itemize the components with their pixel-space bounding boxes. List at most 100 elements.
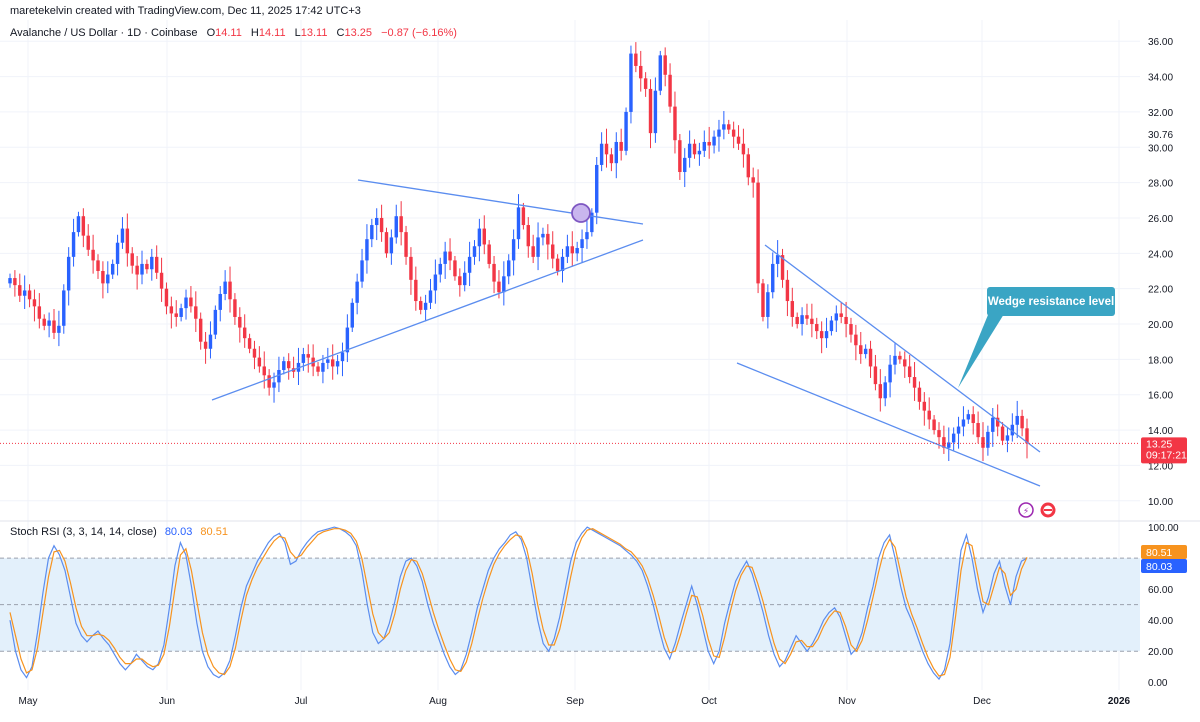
stoch-d-value: 80.51 xyxy=(200,526,228,538)
candle-body xyxy=(580,239,584,249)
candle-body xyxy=(907,366,912,378)
candle-body xyxy=(379,217,384,233)
candle-body xyxy=(360,260,364,282)
candle-body xyxy=(741,143,746,155)
low-label: L xyxy=(295,27,301,39)
y-tick-label: 32.00 xyxy=(1148,108,1173,119)
candle-body xyxy=(653,90,658,134)
candle-body xyxy=(883,382,887,399)
candle-body xyxy=(262,366,266,376)
x-tick-label: Oct xyxy=(701,696,717,707)
candle-body xyxy=(731,129,736,137)
candle-body xyxy=(604,143,609,155)
candle-body xyxy=(727,124,731,130)
candle-body xyxy=(8,278,12,284)
candle-body xyxy=(242,327,247,339)
candle-body xyxy=(130,253,134,266)
candle-body xyxy=(917,387,922,402)
candle-body xyxy=(76,216,81,233)
trendline xyxy=(357,179,644,225)
candle-body xyxy=(282,361,286,370)
candle-body xyxy=(22,290,27,296)
high-label: H xyxy=(251,27,259,39)
candle-body xyxy=(619,141,623,151)
candle-body xyxy=(658,55,663,91)
candle-body xyxy=(394,216,398,238)
candle-body xyxy=(707,141,711,146)
candle-body xyxy=(497,281,501,293)
candle-body xyxy=(565,246,570,257)
lightning-icon xyxy=(1018,502,1034,518)
candle-body xyxy=(639,65,643,79)
stoch-lines xyxy=(9,526,1028,681)
candle-body xyxy=(179,308,183,317)
y-tick-label: 18.00 xyxy=(1148,355,1173,366)
candle-body xyxy=(125,228,130,254)
candle-body xyxy=(981,437,985,448)
candle-body xyxy=(340,352,345,362)
y-tick-label: 26.00 xyxy=(1148,214,1173,225)
candle-body xyxy=(433,274,438,291)
x-tick-label: Dec xyxy=(973,696,991,707)
trendline xyxy=(736,362,1041,487)
candle-body xyxy=(140,263,144,275)
candle-body xyxy=(536,237,540,257)
candle-body xyxy=(507,260,511,277)
candle-body xyxy=(810,318,814,325)
y-tick-label: 22.00 xyxy=(1148,285,1173,296)
candle-body xyxy=(326,359,330,363)
candle-body xyxy=(81,216,86,236)
candle-body xyxy=(443,251,447,264)
candle-body xyxy=(272,382,276,388)
candle-body xyxy=(722,124,726,130)
candle-body xyxy=(409,256,413,280)
candle-body xyxy=(912,377,917,388)
candle-body xyxy=(751,177,755,183)
candle-body xyxy=(467,256,472,273)
candle-body xyxy=(746,154,751,178)
candle-body xyxy=(795,316,799,325)
y-tick-label: 24.00 xyxy=(1148,249,1173,260)
stoch-y-tick-label: 40.00 xyxy=(1148,616,1173,627)
candle-body xyxy=(560,256,565,271)
stoch-badge-d: 80.51 xyxy=(1141,545,1187,559)
stoch-y-tick-label: 60.00 xyxy=(1148,585,1173,596)
candle-body xyxy=(384,232,389,254)
candle-body xyxy=(932,419,936,431)
stoch-k-value: 80.03 xyxy=(165,526,193,538)
candle-body xyxy=(702,141,707,151)
candle-body xyxy=(330,359,335,367)
candle-body xyxy=(458,276,462,286)
candle-body xyxy=(790,301,795,317)
candle-body xyxy=(541,233,545,238)
candle-body xyxy=(678,140,682,173)
candle-body xyxy=(971,414,975,424)
candle-body xyxy=(555,258,560,271)
candle-body xyxy=(986,431,990,448)
candle-body xyxy=(570,246,574,254)
event-icons: ⚡ xyxy=(1018,502,1056,518)
candle-body xyxy=(991,417,995,432)
candle-body xyxy=(472,246,477,257)
candle-body xyxy=(995,417,1000,427)
close-label: C xyxy=(337,27,345,39)
y-tick-label: 30.00 xyxy=(1148,143,1173,154)
candle-body xyxy=(1020,415,1024,429)
candle-body xyxy=(761,283,765,317)
y-tick-label: 14.00 xyxy=(1148,426,1173,437)
candle-body xyxy=(389,237,394,254)
candle-body xyxy=(203,341,208,349)
candle-body xyxy=(521,207,526,226)
price-badge-countdown: 09:17:21 xyxy=(1146,449,1187,461)
price-badge-price: 13.25 xyxy=(1146,438,1172,450)
candle-body xyxy=(120,228,125,243)
candle-body xyxy=(86,235,90,250)
candle-body xyxy=(854,334,858,346)
candle-body xyxy=(37,306,42,319)
candle-body xyxy=(374,217,379,226)
candle-body xyxy=(976,423,980,438)
x-tick-label: Jun xyxy=(159,696,175,707)
symbol-title: Avalanche / US Dollar · 1D · Coinbase xyxy=(10,27,198,39)
callout-text: Wedge resistance level xyxy=(988,296,1114,308)
